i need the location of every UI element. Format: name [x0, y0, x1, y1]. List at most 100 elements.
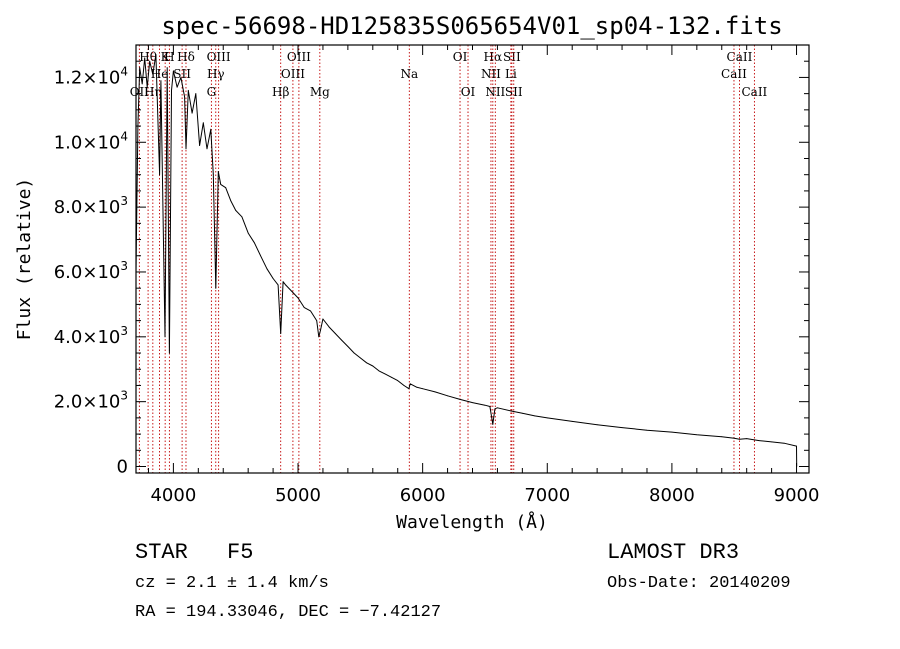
y-tick-mantissa: 4.0×10: [54, 327, 121, 348]
spectrum-point: [235, 209, 237, 211]
spectrum-point: [646, 429, 648, 431]
spectrum-point: [739, 438, 740, 440]
line-label: Hη: [144, 85, 162, 99]
spectrum-point: [328, 326, 330, 328]
line-label: K: [161, 50, 171, 64]
spectrum-point: [534, 415, 536, 417]
spectrum-point: [359, 357, 361, 359]
spectrum-point: [422, 388, 424, 390]
spectrum-point: [384, 373, 386, 375]
line-label: H: [164, 50, 174, 64]
line-label: NII: [485, 85, 505, 99]
x-axis-label: Wavelength (Å): [396, 511, 548, 533]
spectrum-point: [160, 80, 162, 82]
spectrum-point: [241, 216, 243, 218]
line-label: OI: [461, 85, 476, 99]
spectrum-point: [783, 442, 785, 444]
y-tick-label: 2.0×103: [54, 389, 128, 413]
spectrum-point: [316, 320, 318, 322]
spectrum-point: [266, 268, 268, 270]
spectrum-point: [159, 174, 160, 176]
spectrum-point: [353, 352, 355, 354]
line-label: OIII: [207, 50, 231, 64]
line-label: OII: [130, 85, 150, 99]
spectrum-point: [282, 281, 284, 283]
spectrum-point: [285, 284, 286, 286]
line-label: SII: [173, 67, 191, 81]
spectrum-point: [212, 174, 214, 176]
spectrum-point: [318, 336, 320, 338]
spectrum-point: [297, 297, 299, 299]
spectrum-point: [733, 437, 735, 439]
line-label: CaII: [741, 85, 767, 99]
spectrum-point: [497, 407, 498, 409]
y-tick-label: 0: [117, 457, 128, 478]
line-label: Hγ: [207, 67, 225, 81]
x-tick-label: 6000: [400, 485, 446, 506]
y-axis-label: Flux (relative): [14, 178, 35, 341]
spectrum-point: [546, 417, 548, 419]
spectrum-point: [155, 54, 157, 56]
series-layer: [135, 54, 798, 467]
redshift-text: cz = 2.1 ± 1.4 km/s: [135, 574, 329, 593]
line-label: G: [207, 85, 217, 99]
spectrum-point: [509, 410, 511, 412]
spectrum-point: [149, 60, 151, 62]
spectrum-point: [187, 89, 189, 91]
x-tick-label: 9000: [774, 485, 820, 506]
y-tick-mantissa: 2.0×10: [54, 392, 121, 413]
y-tick-label: 4.0×103: [54, 324, 128, 348]
object-subclass: F5: [227, 540, 254, 565]
spectrum-point: [169, 352, 170, 354]
line-label: SII: [503, 50, 521, 64]
spectrum-point: [247, 232, 249, 234]
line-label: Hδ: [177, 50, 195, 64]
x-tick-label: 7000: [524, 485, 570, 506]
spectrum-point: [671, 431, 673, 433]
line-label: OIII: [281, 67, 305, 81]
spectrum-point: [408, 388, 410, 390]
spectrum-point: [291, 291, 293, 292]
spectrum-point: [272, 278, 274, 279]
spectrum-point: [472, 402, 473, 404]
x-axis: 4000 5000 6000 7000 8000 9000: [147, 45, 820, 506]
y-tick-label: 1.0×104: [54, 129, 128, 153]
spectrum-point: [320, 329, 321, 331]
spectrum-point: [771, 441, 773, 443]
spectrum-point: [335, 333, 336, 334]
y-axis: 02.0×1034.0×1036.0×1038.0×1031.0×1041.2×…: [54, 60, 809, 478]
line-label: CaII: [721, 67, 747, 81]
spectrum-point: [447, 395, 448, 397]
y-tick-exponent: 3: [120, 259, 128, 273]
spectrum-point: [144, 57, 146, 59]
x-tick-label: 8000: [649, 485, 695, 506]
line-label: OIII: [287, 50, 311, 64]
spectrum-point: [403, 385, 405, 386]
y-tick-exponent: 3: [120, 389, 128, 403]
object-type: STAR F5: [135, 540, 253, 565]
spectrum-point: [199, 145, 200, 146]
spectrum-point: [184, 96, 186, 98]
y-tick-mantissa: 8.0×10: [54, 197, 121, 218]
spectrum-point: [217, 171, 219, 172]
spectrum-point: [166, 67, 168, 69]
line-label: Hα: [484, 50, 503, 64]
spectrum-point: [253, 242, 255, 244]
spectrum-point: [176, 86, 178, 88]
spectrum-point: [139, 67, 141, 69]
spectrum-point: [206, 148, 208, 150]
spectrum-point: [202, 122, 204, 124]
spectrum-point: [521, 412, 523, 414]
spectrum-point: [280, 333, 282, 334]
y-tick-mantissa: 6.0×10: [54, 262, 121, 283]
spectrum-point: [164, 336, 166, 338]
x-tick-label: 4000: [150, 485, 196, 506]
spectrum-point: [230, 200, 232, 202]
line-label: CaII: [727, 50, 753, 64]
spectrum-point: [195, 93, 197, 95]
spectrum-point: [409, 383, 411, 385]
spectrum-point: [696, 434, 698, 436]
y-tick-exponent: 4: [120, 129, 128, 143]
